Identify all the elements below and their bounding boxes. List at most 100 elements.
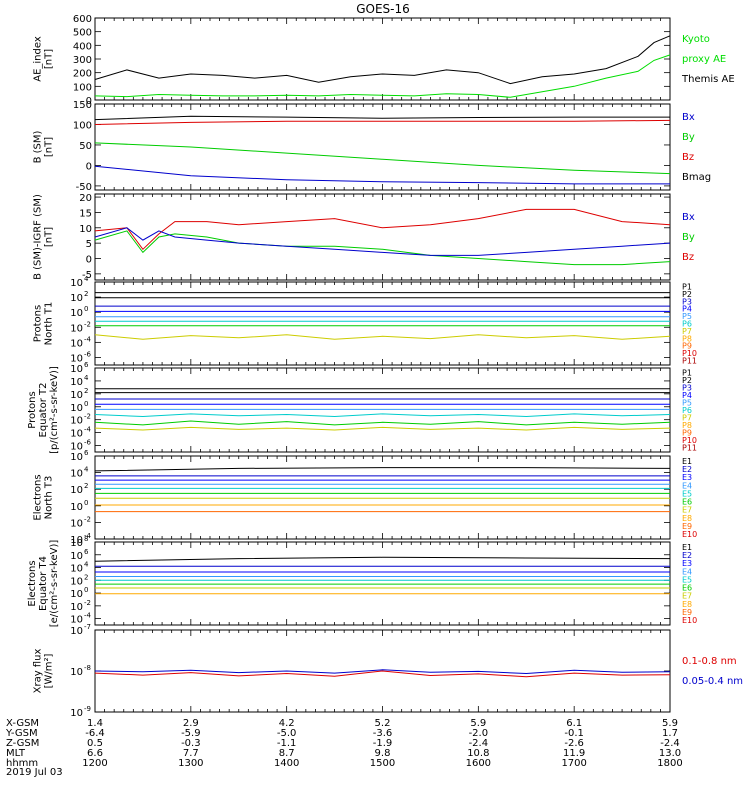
legend-entry: P7 bbox=[682, 414, 692, 423]
orbit-row-label: 2019 Jul 03 bbox=[6, 767, 63, 778]
y-tick-exponent: 0 bbox=[84, 586, 88, 594]
orbit-value: 1700 bbox=[561, 758, 586, 769]
y-tick-exponent: 0 bbox=[84, 400, 88, 408]
legend-entry: E10 bbox=[682, 530, 697, 539]
orbit-value: 1500 bbox=[370, 758, 395, 769]
y-tick-label: 10 bbox=[79, 224, 92, 235]
panel-frame bbox=[94, 281, 671, 366]
orbit-value: -1.1 bbox=[277, 738, 297, 749]
y-tick-exponent: -4 bbox=[84, 335, 92, 343]
y-tick-exponent: -4 bbox=[84, 532, 92, 540]
y-tick-label: 20 bbox=[79, 193, 92, 204]
y-tick-exponent: 4 bbox=[84, 275, 89, 283]
legend-entry: E1 bbox=[682, 543, 692, 552]
orbit-value: 6.1 bbox=[566, 718, 582, 729]
orbit-value: -2.4 bbox=[660, 738, 680, 749]
y-tick-label: 10 bbox=[70, 293, 83, 304]
y-tick-label: 0 bbox=[86, 255, 92, 266]
legend-entry: E4 bbox=[682, 481, 692, 490]
orbit-value: -3.6 bbox=[373, 728, 393, 739]
y-tick-label: 15 bbox=[79, 208, 92, 219]
y-tick-label: 300 bbox=[73, 55, 92, 66]
panel-frame bbox=[94, 17, 671, 101]
legend-entry: P5 bbox=[682, 312, 692, 321]
y-tick-label: 10 bbox=[70, 708, 83, 719]
orbit-value: -1.9 bbox=[373, 738, 393, 749]
legend-entry: P3 bbox=[682, 384, 692, 393]
orbit-value: 1.7 bbox=[662, 728, 678, 739]
legend-entry: E5 bbox=[682, 489, 692, 498]
y-tick-label: 10 bbox=[70, 535, 83, 546]
y-axis-label: Xray flux bbox=[33, 649, 44, 694]
legend-entry: P9 bbox=[682, 342, 692, 351]
panel-frame bbox=[94, 367, 671, 453]
orbit-value: -2.6 bbox=[564, 738, 584, 749]
legend-entry: P8 bbox=[682, 334, 692, 343]
legend-entry: P11 bbox=[682, 357, 697, 366]
y-tick-exponent: 6 bbox=[84, 361, 89, 369]
y-axis-label: [W/m²] bbox=[44, 653, 55, 688]
orbit-value: 5.2 bbox=[375, 718, 391, 729]
orbit-row-label: Z-GSM bbox=[6, 738, 39, 749]
legend-entry: E8 bbox=[682, 514, 692, 523]
y-tick-exponent: 2 bbox=[84, 387, 88, 395]
y-tick-label: 10 bbox=[70, 667, 83, 678]
legend-entry: P1 bbox=[682, 282, 692, 291]
y-tick-label: 10 bbox=[70, 377, 83, 388]
series-line bbox=[94, 334, 671, 340]
legend-entry: Bz bbox=[682, 252, 694, 263]
y-tick-label: 100 bbox=[73, 120, 92, 131]
legend-entry: E9 bbox=[682, 608, 692, 617]
legend-entry: P5 bbox=[682, 399, 692, 408]
y-tick-exponent: 4 bbox=[84, 374, 89, 382]
orbit-value: -0.1 bbox=[564, 728, 584, 739]
orbit-row-label: MLT bbox=[6, 748, 26, 759]
y-tick-exponent: 8 bbox=[84, 535, 88, 543]
series-line bbox=[94, 54, 671, 98]
legend-entry: P9 bbox=[682, 429, 692, 438]
legend-entry: Bz bbox=[682, 152, 694, 163]
orbit-value: -5.0 bbox=[277, 728, 297, 739]
legend-entry: E9 bbox=[682, 522, 692, 531]
y-tick-exponent: -2 bbox=[84, 413, 91, 421]
legend-entry: 0.05-0.4 nm bbox=[682, 676, 743, 687]
legend-entry: Themis AE bbox=[681, 74, 735, 85]
series-line bbox=[94, 35, 671, 85]
y-axis-label: [nT] bbox=[44, 49, 55, 69]
y-tick-label: 0 bbox=[86, 96, 92, 107]
y-axis-label: AE_index bbox=[33, 36, 44, 82]
y-axis-label: [nT] bbox=[44, 227, 55, 247]
orbit-value: 5.9 bbox=[470, 718, 486, 729]
y-tick-label: 10 bbox=[70, 469, 83, 480]
y-tick-exponent: 6 bbox=[84, 449, 89, 457]
y-tick-exponent: 2 bbox=[84, 290, 88, 298]
series-line bbox=[94, 165, 670, 185]
y-tick-exponent: -6 bbox=[84, 350, 92, 358]
series-line bbox=[94, 142, 671, 175]
y-tick-exponent: -2 bbox=[84, 320, 91, 328]
orbit-value: 13.0 bbox=[659, 748, 681, 759]
y-tick-label: 10 bbox=[70, 442, 83, 453]
series-line bbox=[94, 230, 671, 266]
y-tick-label: 10 bbox=[70, 353, 83, 364]
orbit-value: -5.9 bbox=[181, 728, 201, 739]
y-tick-label: 10 bbox=[70, 626, 83, 637]
orbit-value: 6.6 bbox=[87, 748, 103, 759]
y-tick-label: 150 bbox=[73, 100, 92, 111]
y-tick-exponent: 6 bbox=[84, 548, 89, 556]
y-tick-exponent: -6 bbox=[84, 439, 92, 447]
legend-entry: E10 bbox=[682, 616, 697, 625]
orbit-value: 0.5 bbox=[87, 738, 103, 749]
y-tick-label: 10 bbox=[70, 518, 83, 529]
legend-entry: E4 bbox=[682, 567, 692, 576]
orbit-value: 1300 bbox=[178, 758, 203, 769]
y-tick-label: 200 bbox=[73, 69, 92, 80]
orbit-value: 9.8 bbox=[375, 748, 391, 759]
legend-entry: E3 bbox=[682, 473, 692, 482]
legend-entry: P1 bbox=[682, 369, 692, 378]
panel-bsmigrf: -5 0 5 10 15 20 B (SM)-IGRF (SM) [nT] Bx By Bz bbox=[33, 193, 695, 281]
y-axis-label: Equator T4 bbox=[38, 556, 49, 611]
y-tick-exponent: 4 bbox=[84, 561, 89, 569]
